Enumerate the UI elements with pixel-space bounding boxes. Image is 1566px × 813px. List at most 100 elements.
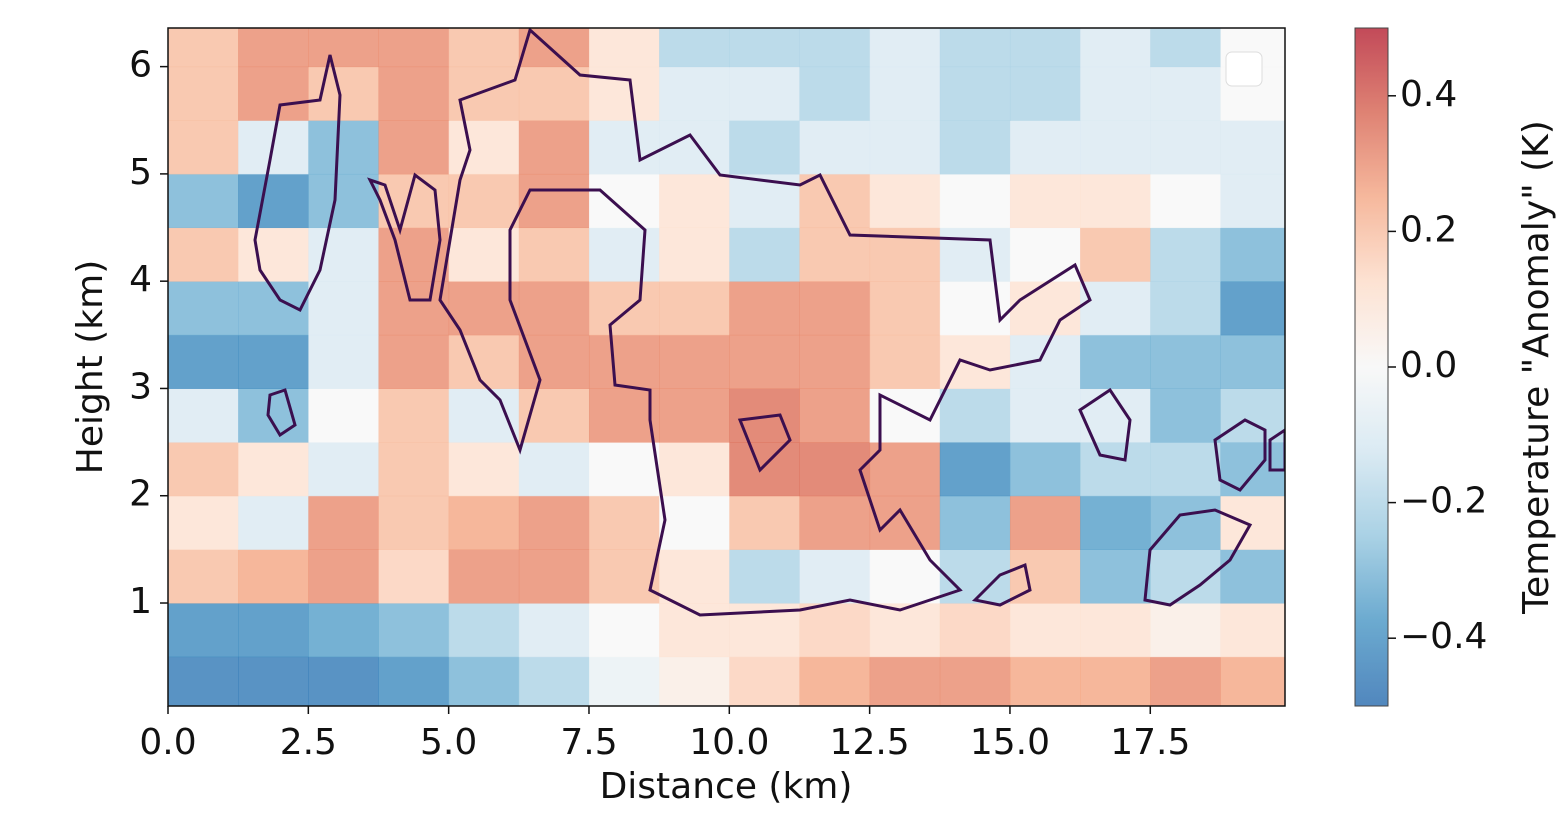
heat-cell xyxy=(238,388,309,443)
heat-cell xyxy=(799,656,871,706)
heat-cell xyxy=(1150,120,1221,175)
heat-cell xyxy=(518,603,590,658)
heat-cell xyxy=(168,549,239,604)
heat-cell xyxy=(588,549,660,604)
heat-cell xyxy=(659,227,730,282)
heat-cell xyxy=(448,66,520,121)
heat-cell xyxy=(168,334,239,389)
heat-cell xyxy=(939,227,1011,282)
heat-cell xyxy=(448,28,520,68)
contour xyxy=(1143,508,1253,607)
heat-cell xyxy=(729,281,800,336)
y-tick-label: 1 xyxy=(129,581,152,622)
heat-cell xyxy=(939,388,1011,443)
heat-cell xyxy=(1220,120,1285,175)
heat-cell xyxy=(1150,28,1221,68)
heat-cell xyxy=(378,549,450,604)
heat-cell xyxy=(799,603,871,658)
heat-cell xyxy=(238,603,309,658)
y-tick-label: 6 xyxy=(129,45,152,86)
contour xyxy=(438,28,1092,617)
heat-cell xyxy=(588,66,660,121)
heat-cell xyxy=(588,281,660,336)
contour xyxy=(367,172,442,302)
heat-cell xyxy=(168,281,239,336)
heat-cell xyxy=(1009,334,1081,389)
heat-cell xyxy=(729,66,800,121)
heat-cell xyxy=(238,549,309,604)
heat-cell xyxy=(799,549,871,604)
contours xyxy=(253,28,1285,617)
heat-cell xyxy=(518,549,590,604)
heat-cell xyxy=(308,495,379,550)
heat-cell xyxy=(518,227,590,282)
heat-cell xyxy=(1080,334,1151,389)
contour xyxy=(1078,387,1132,462)
heat-cell xyxy=(1220,281,1285,336)
contour xyxy=(266,388,297,438)
heat-cell xyxy=(378,28,450,68)
x-tick-label: 17.5 xyxy=(1110,722,1190,763)
heat-cell xyxy=(308,334,379,389)
heat-cell xyxy=(939,66,1011,121)
heat-cell xyxy=(1150,227,1221,282)
heat-cell xyxy=(659,66,730,121)
heat-cell xyxy=(518,120,590,175)
heat-cell xyxy=(939,173,1011,229)
heat-cell xyxy=(518,173,590,229)
heat-cell xyxy=(659,549,730,604)
heat-cell xyxy=(1080,549,1151,604)
heat-cell xyxy=(588,388,660,443)
heat-cell xyxy=(1080,66,1151,121)
heat-cell xyxy=(378,656,450,706)
heat-cell xyxy=(168,442,239,497)
heat-cell xyxy=(448,120,520,175)
heat-cell xyxy=(588,120,660,175)
y-tick-label: 4 xyxy=(129,259,152,300)
heat-cell xyxy=(1080,656,1151,706)
heat-cell xyxy=(308,656,379,706)
heat-cell xyxy=(308,173,379,229)
heat-cell xyxy=(308,442,379,497)
heat-cell xyxy=(729,549,800,604)
colorbar-tick-label: 0.4 xyxy=(1400,74,1457,115)
heat-cell xyxy=(939,495,1011,550)
heat-cell xyxy=(308,281,379,336)
heat-cell xyxy=(1009,120,1081,175)
heat-cell xyxy=(518,495,590,550)
heat-cell xyxy=(869,603,941,658)
heat-cell xyxy=(1220,656,1285,706)
heat-cell xyxy=(168,603,239,658)
heat-cell xyxy=(168,66,239,121)
heat-cell xyxy=(799,66,871,121)
heat-cell xyxy=(308,603,379,658)
heat-cell xyxy=(518,66,590,121)
contour xyxy=(1213,418,1267,492)
heat-cell xyxy=(378,495,450,550)
heat-cell xyxy=(308,28,379,68)
heat-cell xyxy=(659,334,730,389)
heat-cell xyxy=(1009,227,1081,282)
heat-cell xyxy=(729,227,800,282)
heat-cell xyxy=(448,603,520,658)
heat-cell xyxy=(238,227,309,282)
heat-cell xyxy=(799,28,871,68)
heat-cell xyxy=(1150,442,1221,497)
heat-cell xyxy=(588,495,660,550)
heat-cell xyxy=(1150,334,1221,389)
heat-cell xyxy=(518,281,590,336)
heat-cell xyxy=(869,334,941,389)
heat-cell xyxy=(1009,495,1081,550)
heat-cell xyxy=(168,173,239,229)
heat-cell xyxy=(378,281,450,336)
x-tick-label: 15.0 xyxy=(970,722,1050,763)
heat-cell xyxy=(448,227,520,282)
heat-cell xyxy=(1080,281,1151,336)
heat-cell xyxy=(799,442,871,497)
colorbar-tick-label: −0.4 xyxy=(1400,616,1487,657)
heat-cell xyxy=(729,28,800,68)
heat-cell xyxy=(729,495,800,550)
heat-cell xyxy=(238,334,309,389)
heat-cell xyxy=(588,28,660,68)
heatmap xyxy=(168,28,1285,706)
